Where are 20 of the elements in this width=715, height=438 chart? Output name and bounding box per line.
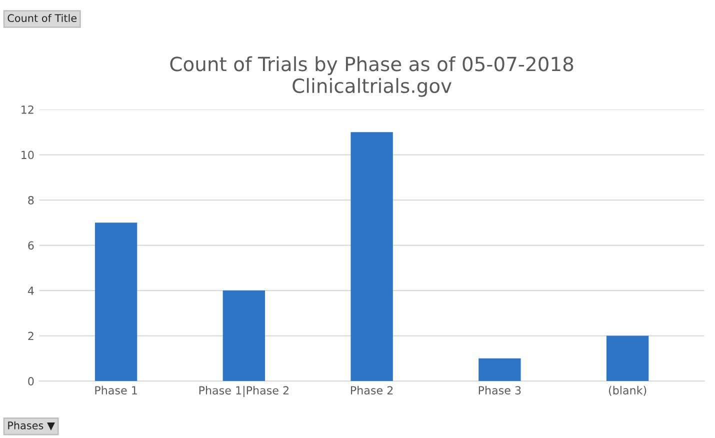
text: Phases ▼ bbox=[8, 421, 55, 431]
bar bbox=[222, 290, 266, 382]
y-tick-label: 2 bbox=[28, 332, 34, 340]
bar bbox=[94, 222, 138, 382]
chart-title: Count of Trials by Phase as of 05-07-2018 Clinicaltrials.gov bbox=[170, 56, 574, 97]
y-tick-label: 10 bbox=[22, 150, 34, 160]
x-tick-label: Phase 1 bbox=[95, 386, 137, 395]
x-tick-label: Phase 2 bbox=[351, 386, 393, 395]
bar bbox=[606, 336, 649, 382]
text: Count of Title bbox=[8, 14, 77, 22]
x-tick-label: Phase 3 bbox=[478, 386, 521, 395]
x-tick-label: Phase 1|Phase 2 bbox=[199, 386, 288, 398]
y-tick-label: 6 bbox=[28, 241, 34, 250]
bar bbox=[350, 132, 393, 382]
x-tick-label: (blank) bbox=[608, 386, 646, 396]
y-tick-label: 12 bbox=[22, 105, 34, 114]
bar bbox=[478, 358, 521, 382]
y-tick-label: 8 bbox=[28, 196, 34, 204]
y-tick-label: 0 bbox=[28, 377, 34, 386]
y-tick-label: 4 bbox=[28, 286, 34, 295]
